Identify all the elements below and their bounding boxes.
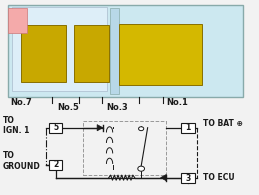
Bar [119, 24, 202, 85]
Polygon shape [97, 125, 103, 131]
Text: TO ECU: TO ECU [203, 173, 235, 182]
Bar [110, 8, 119, 94]
Bar [21, 25, 66, 82]
Text: 1: 1 [185, 123, 190, 132]
Text: No.7: No.7 [10, 98, 32, 107]
Bar [8, 8, 27, 33]
Bar [8, 5, 243, 97]
Circle shape [139, 127, 144, 131]
Text: TO BAT ⊕: TO BAT ⊕ [203, 119, 243, 128]
Circle shape [138, 166, 145, 171]
Polygon shape [161, 175, 166, 181]
Text: TO
IGN. 1: TO IGN. 1 [3, 116, 29, 136]
Text: 5: 5 [53, 123, 58, 132]
Bar [181, 173, 195, 183]
Bar [83, 121, 166, 175]
Text: TO
GROUND: TO GROUND [3, 151, 40, 171]
Bar [74, 25, 109, 82]
Bar [12, 7, 107, 91]
Bar [49, 123, 62, 133]
Text: 2: 2 [53, 160, 58, 169]
Bar [119, 5, 243, 97]
Text: No.3: No.3 [106, 103, 128, 112]
Text: No.1: No.1 [166, 98, 188, 107]
Text: 3: 3 [185, 174, 190, 183]
Text: No.5: No.5 [57, 103, 79, 112]
Bar [181, 123, 195, 133]
Bar [49, 160, 62, 170]
